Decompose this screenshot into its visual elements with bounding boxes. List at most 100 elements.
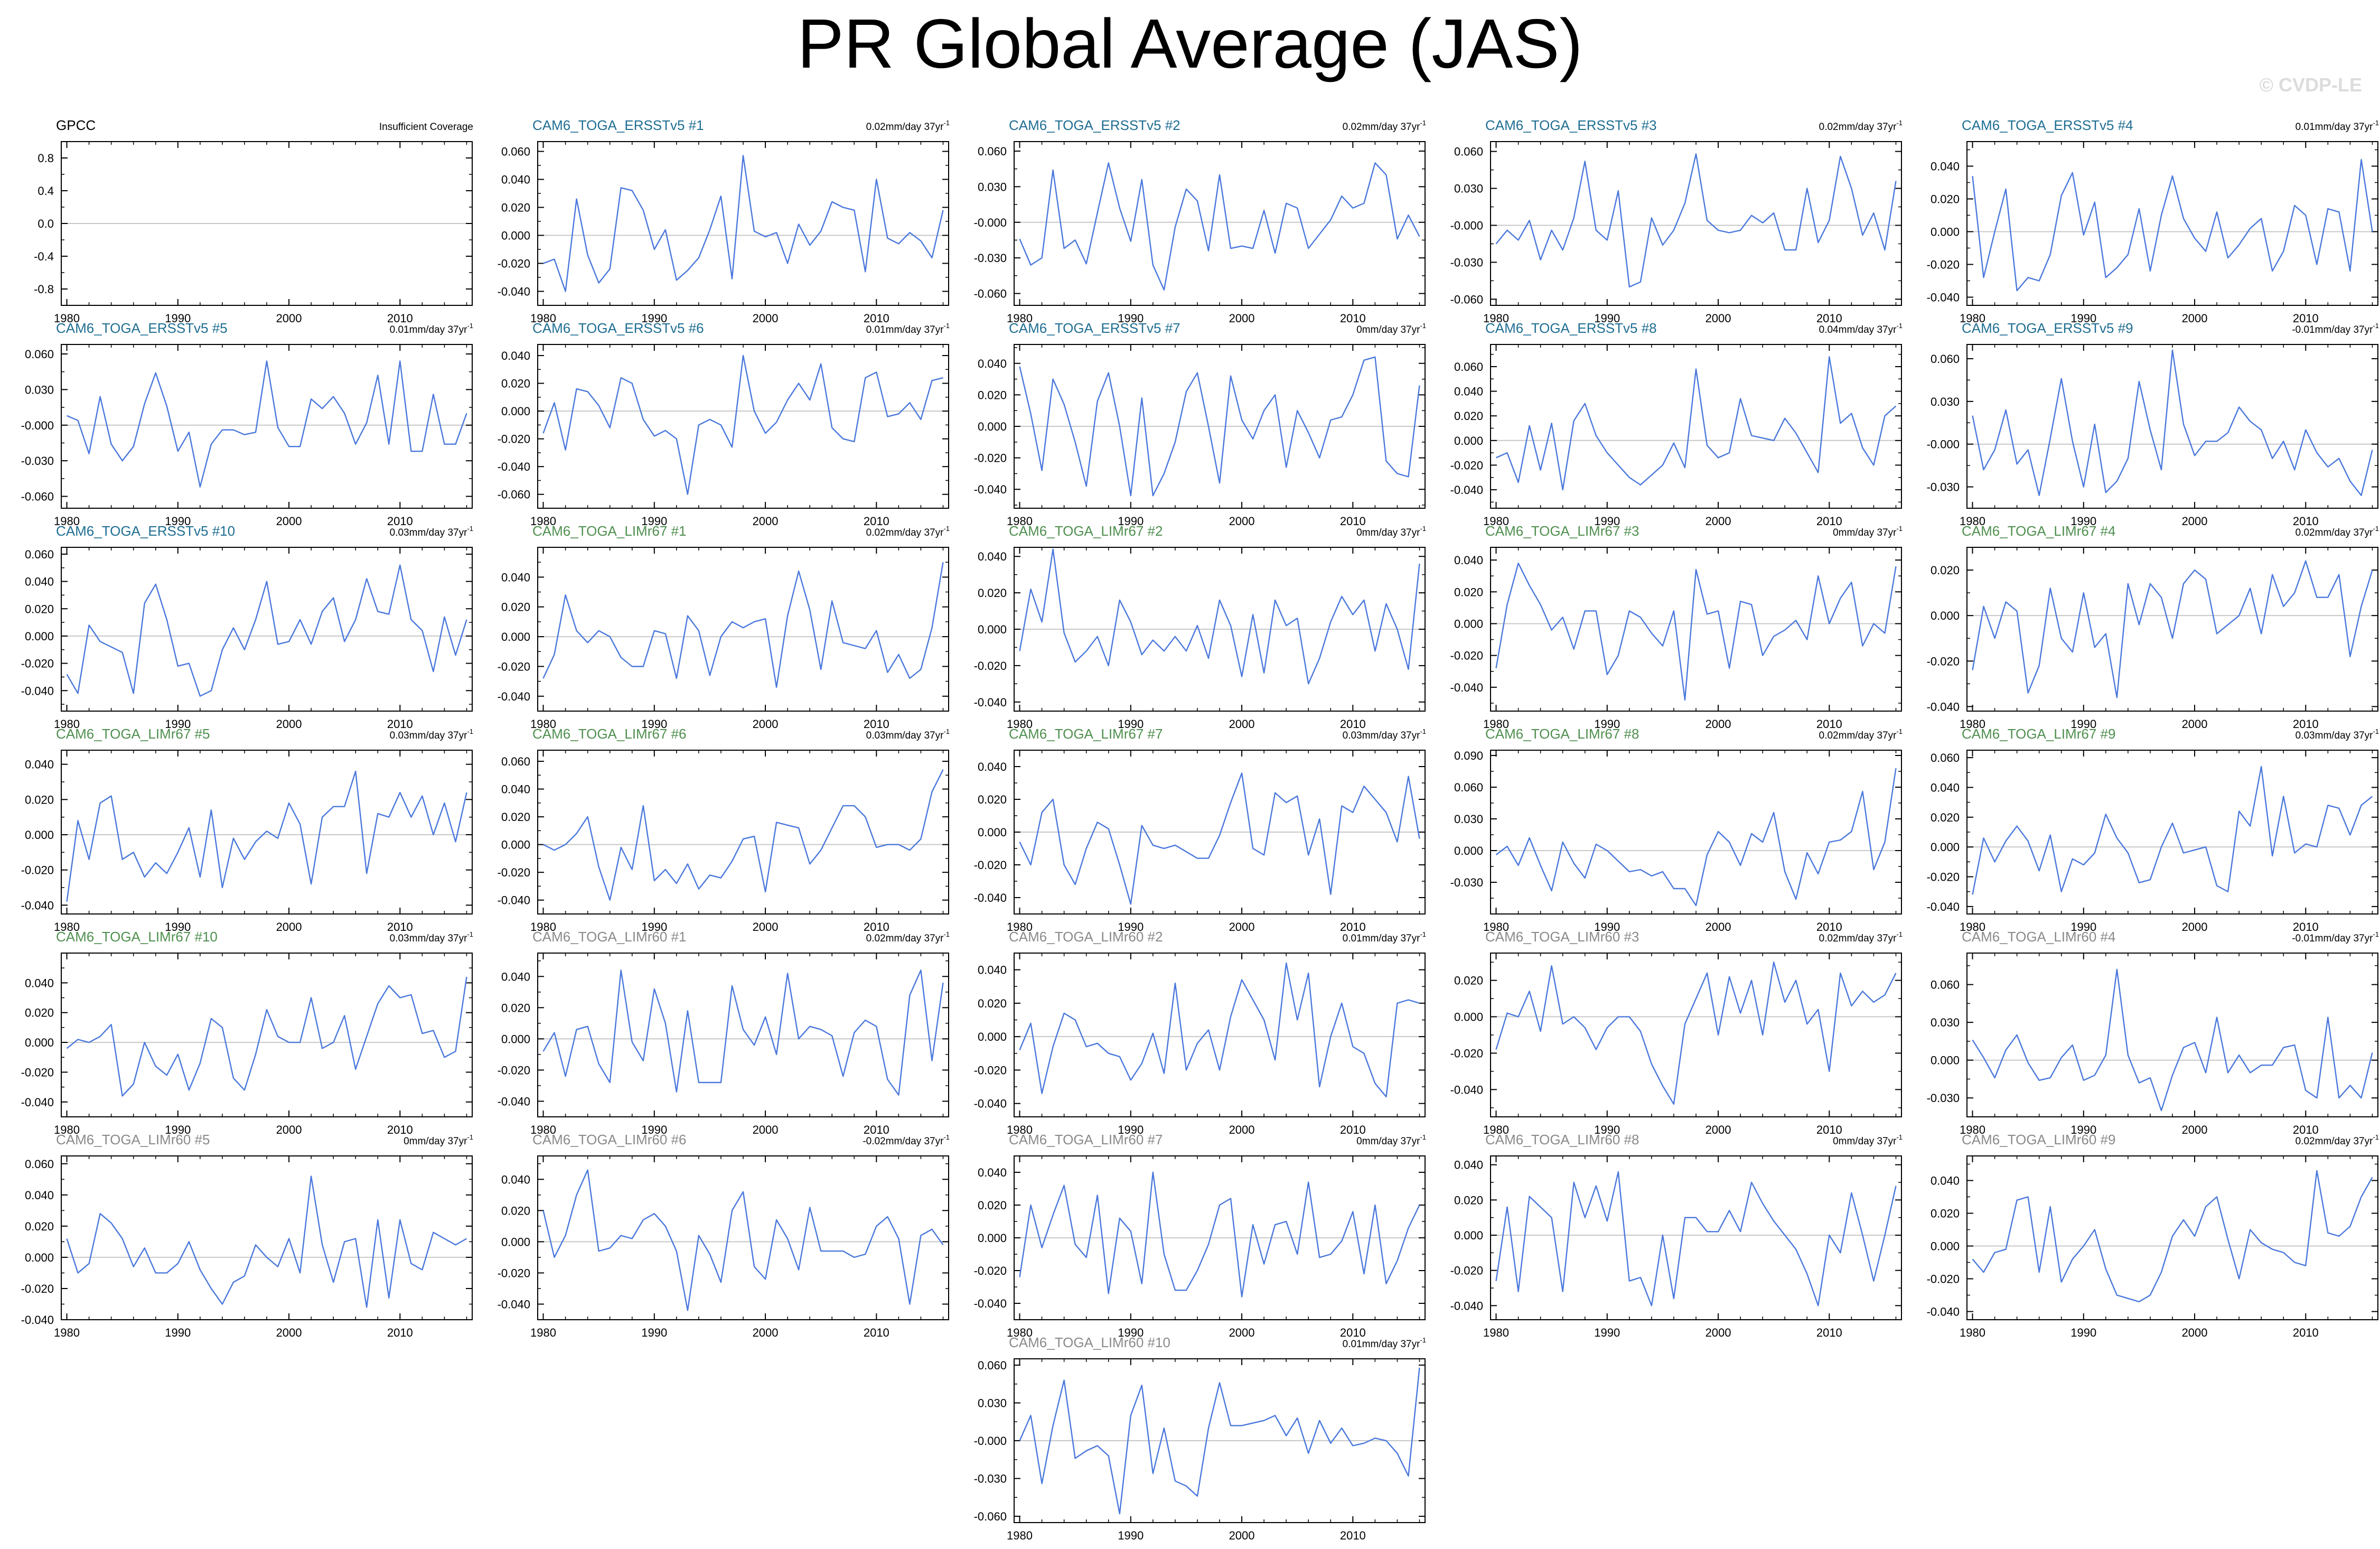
series-line bbox=[542, 354, 943, 495]
trend-superscript: -1 bbox=[1896, 727, 1903, 735]
y-tick-label: 0.000 bbox=[978, 1231, 1007, 1245]
y-tick-label: 0.020 bbox=[1454, 409, 1483, 423]
x-tick-label: 1990 bbox=[1118, 717, 1144, 731]
panel-title: GPCC bbox=[56, 117, 96, 133]
y-tick-label: -0.040 bbox=[1927, 900, 1960, 913]
x-tick-label: 2010 bbox=[1816, 1123, 1842, 1136]
y-tick-label: -0.060 bbox=[974, 1510, 1007, 1523]
x-tick-label: 1990 bbox=[165, 312, 191, 325]
series-line bbox=[1972, 1170, 2373, 1303]
y-tick-label: -0.040 bbox=[1450, 1299, 1483, 1312]
chart-panel: CAM6_TOGA_LIMr67 #9 0.03mm/day 37yr-1 0.06… bbox=[1927, 726, 2379, 934]
y-tick-label: 0.000 bbox=[501, 1235, 530, 1248]
x-tick-label: 1980 bbox=[1483, 1123, 1509, 1136]
y-tick-label: 0.060 bbox=[978, 145, 1007, 158]
y-tick-label: 0.030 bbox=[1931, 395, 1960, 408]
chart-panel: CAM6_TOGA_ERSSTv5 #4 0.01mm/day 37yr-10.0… bbox=[1927, 117, 2379, 325]
y-tick-label: 0.000 bbox=[1931, 226, 1960, 239]
trend-text: 0.02mm/day 37yr bbox=[2295, 527, 2373, 538]
series-line bbox=[1972, 766, 2373, 895]
panel-title: CAM6_TOGA_ERSSTv5 #4 bbox=[1962, 117, 2133, 133]
x-tick-label: 1980 bbox=[1960, 717, 1985, 731]
y-tick-label: -0.040 bbox=[498, 1095, 530, 1108]
x-tick-label: 2000 bbox=[753, 1123, 779, 1136]
chart-panel: CAM6_TOGA_LIMr67 #1 0.02mm/day 37yr-1 0.04… bbox=[498, 523, 950, 731]
x-tick-label: 2010 bbox=[2293, 920, 2319, 934]
trend-superscript: -1 bbox=[943, 727, 950, 735]
trend-superscript: -1 bbox=[943, 525, 950, 533]
y-tick-label: -0.020 bbox=[21, 1066, 54, 1079]
chart-panel: CAM6_TOGA_LIMr60 #7 0mm/day 37yr-1 0.040 0.… bbox=[974, 1132, 1426, 1339]
x-tick-label: 1990 bbox=[2070, 920, 2096, 934]
x-tick-label: 1980 bbox=[1960, 920, 1985, 934]
x-tick-label: 1980 bbox=[1483, 717, 1509, 731]
y-tick-label: 0.040 bbox=[501, 571, 530, 584]
y-tick-label: -0.020 bbox=[1927, 258, 1960, 272]
x-tick-label: 1990 bbox=[1118, 1326, 1144, 1339]
panel-trend: 0.01mm/day 37yr-1 bbox=[390, 322, 473, 335]
x-tick-label: 2000 bbox=[1229, 1326, 1255, 1339]
y-tick-label: -0.040 bbox=[21, 684, 54, 697]
y-tick-label: 0.040 bbox=[25, 1189, 54, 1202]
x-tick-label: 2010 bbox=[1340, 1529, 1366, 1542]
panel-trend: 0.02mm/day 37yr-1 bbox=[1819, 930, 1903, 944]
y-tick-label: 0.000 bbox=[1454, 1229, 1483, 1242]
y-tick-label: 0.000 bbox=[25, 828, 54, 842]
chart-panel: CAM6_TOGA_ERSSTv5 #8 0.04mm/day 37yr-10.0… bbox=[1450, 320, 1903, 528]
panel-trend: 0.02mm/day 37yr-1 bbox=[1819, 119, 1903, 133]
panel-trend: 0.02mm/day 37yr-1 bbox=[866, 930, 950, 944]
panel-trend: 0mm/day 37yr-1 bbox=[1356, 525, 1426, 538]
y-tick-label: 0.020 bbox=[1454, 1193, 1483, 1207]
x-tick-label: 2010 bbox=[387, 515, 413, 528]
trend-text: 0.04mm/day 37yr bbox=[1819, 324, 1897, 335]
x-tick-label: 2010 bbox=[1816, 1326, 1842, 1339]
trend-text: 0.01mm/day 37yr bbox=[390, 324, 467, 335]
y-tick-label: 0.000 bbox=[501, 838, 530, 852]
y-tick-label: 0.040 bbox=[978, 964, 1007, 977]
chart-panel: CAM6_TOGA_LIMr60 #1 0.02mm/day 37yr-1 0.04… bbox=[498, 929, 950, 1136]
panel-trend: 0.02mm/day 37yr-1 bbox=[866, 525, 950, 538]
trend-superscript: -1 bbox=[1420, 1133, 1426, 1141]
x-tick-label: 2000 bbox=[1229, 1123, 1255, 1136]
y-tick-label: -0.030 bbox=[1927, 1091, 1960, 1105]
y-tick-label: 0.020 bbox=[501, 1001, 530, 1014]
x-tick-label: 2010 bbox=[1816, 515, 1842, 528]
y-tick-label: -0.020 bbox=[21, 864, 54, 877]
y-tick-label: -0.020 bbox=[1927, 655, 1960, 668]
x-tick-label: 2000 bbox=[1706, 1123, 1731, 1136]
panel-title: CAM6_TOGA_LIMr67 #5 bbox=[56, 726, 210, 742]
y-tick-label: -0.030 bbox=[21, 454, 54, 468]
y-tick-label: -0.020 bbox=[974, 1063, 1007, 1077]
trend-superscript: -1 bbox=[1896, 930, 1903, 938]
trend-text: 0.02mm/day 37yr bbox=[1819, 122, 1897, 133]
y-tick-label: 0.040 bbox=[1931, 1174, 1960, 1188]
x-tick-label: 2000 bbox=[2182, 1326, 2208, 1339]
y-tick-label: 0.000 bbox=[25, 630, 54, 643]
trend-superscript: -1 bbox=[467, 525, 473, 533]
y-tick-label: 0.060 bbox=[978, 1359, 1007, 1372]
x-tick-label: 2000 bbox=[1229, 312, 1255, 325]
trend-superscript: -1 bbox=[1420, 1336, 1426, 1344]
series-line bbox=[542, 769, 944, 901]
plot-frame bbox=[537, 953, 949, 1117]
plot-frame bbox=[1966, 141, 2378, 306]
series-line bbox=[1019, 162, 1420, 291]
x-tick-label: 2010 bbox=[1340, 1123, 1366, 1136]
y-tick-label: 0.060 bbox=[25, 1158, 54, 1171]
x-tick-label: 1980 bbox=[1007, 717, 1033, 731]
panel-title: CAM6_TOGA_ERSSTv5 #7 bbox=[1009, 320, 1180, 336]
x-tick-label: 2010 bbox=[2293, 1123, 2319, 1136]
chart-panel: CAM6_TOGA_LIMr67 #4 0.02mm/day 37yr-10.02… bbox=[1927, 523, 2379, 731]
y-tick-label: 0.040 bbox=[501, 970, 530, 983]
panel-title: CAM6_TOGA_LIMr60 #9 bbox=[1962, 1132, 2115, 1147]
chart-panel: CAM6_TOGA_LIMr60 #9 0.02mm/day 37yr-1 0.04… bbox=[1927, 1132, 2379, 1339]
trend-text: 0.02mm/day 37yr bbox=[1819, 933, 1897, 944]
y-tick-label: 0.020 bbox=[1931, 1207, 1960, 1220]
x-tick-label: 2000 bbox=[1706, 920, 1731, 934]
panel-trend: 0.02mm/day 37yr-1 bbox=[866, 119, 950, 133]
x-tick-label: 2000 bbox=[1229, 920, 1255, 934]
chart-panel: CAM6_TOGA_ERSSTv5 #5 0.01mm/day 37yr-10.0… bbox=[21, 320, 473, 528]
y-tick-label: -0.040 bbox=[1450, 1083, 1483, 1096]
